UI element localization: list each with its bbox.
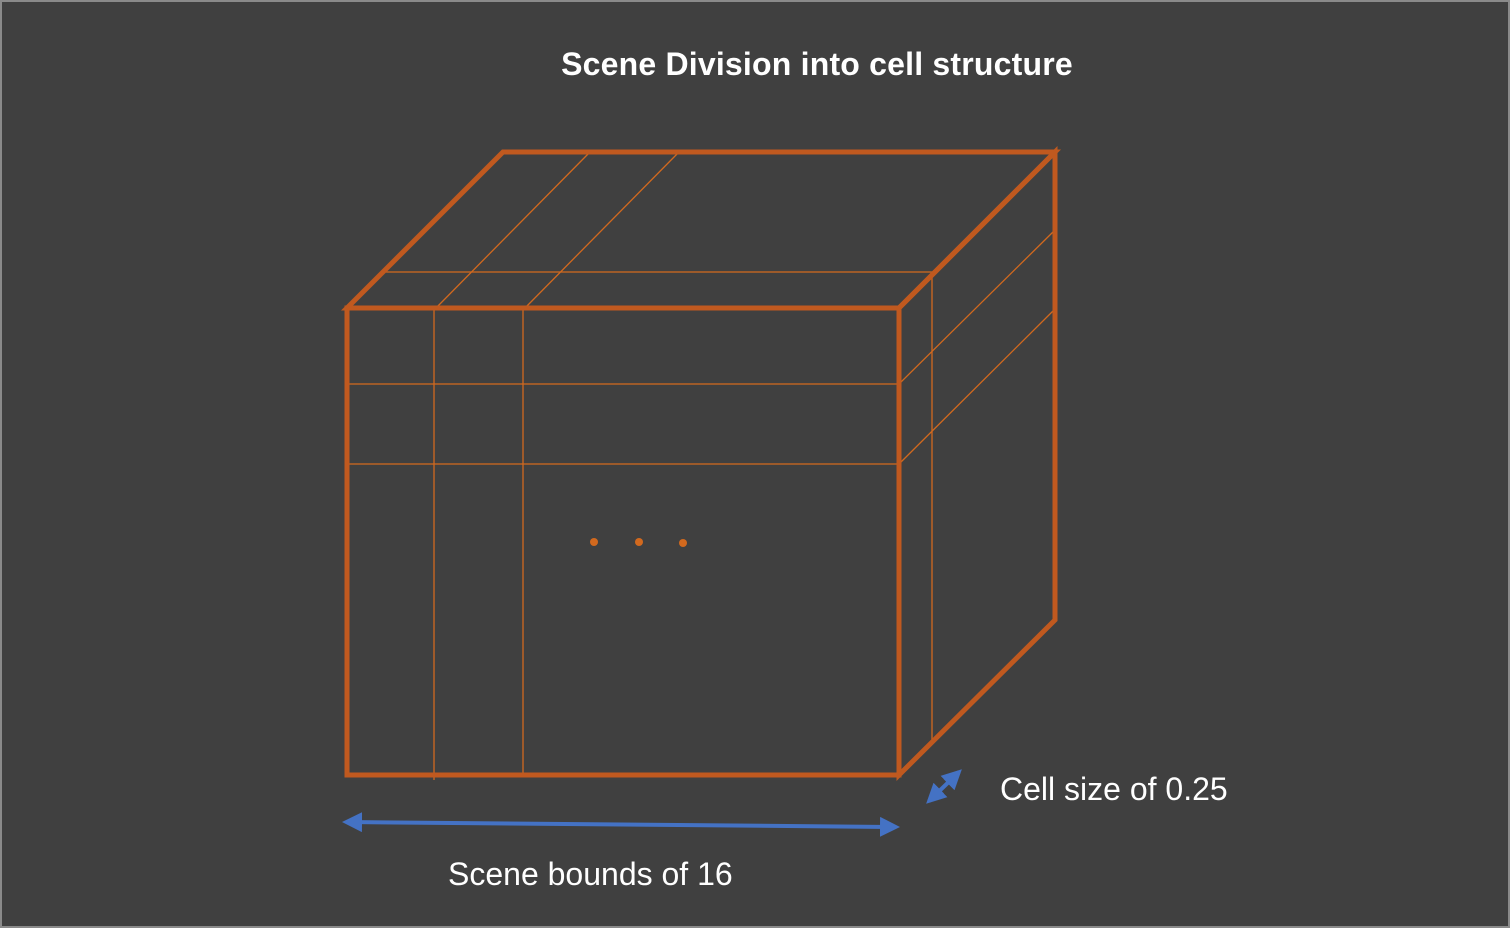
cube-outline bbox=[340, 145, 1062, 782]
side-grid-line-1 bbox=[898, 229, 1056, 385]
ellipsis-dot-2 bbox=[635, 538, 643, 546]
top-grid-line-1 bbox=[433, 151, 591, 311]
cube-top-face bbox=[340, 149, 1062, 311]
cell-size-label: Cell size of 0.25 bbox=[1000, 771, 1228, 807]
scene-bounds-label: Scene bounds of 16 bbox=[448, 856, 733, 892]
cube-front-face bbox=[344, 305, 902, 778]
scene-bounds-arrow bbox=[342, 812, 900, 837]
cube-side-face bbox=[896, 145, 1058, 782]
side-grid-line-2 bbox=[898, 308, 1056, 465]
top-grid-line-2 bbox=[522, 151, 680, 311]
ellipsis-dots bbox=[590, 538, 687, 547]
cell-size-arrow bbox=[926, 769, 962, 804]
ellipsis-dot-3 bbox=[679, 539, 687, 547]
diagram-title: Scene Division into cell structure bbox=[561, 46, 1073, 82]
cell-grid-lines bbox=[347, 151, 1056, 780]
ellipsis-dot-1 bbox=[590, 538, 598, 546]
